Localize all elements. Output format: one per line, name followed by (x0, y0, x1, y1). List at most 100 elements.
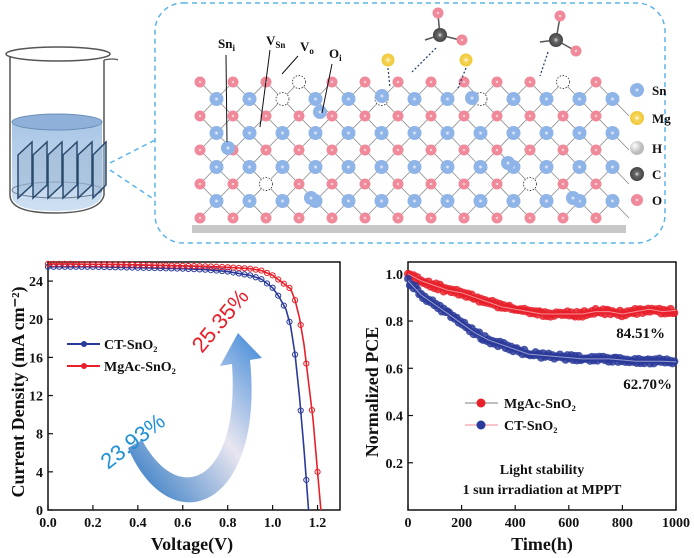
interstitial-atom (501, 156, 515, 170)
sn-atom (506, 92, 521, 106)
sn-atom (440, 126, 455, 140)
sn-atom (506, 126, 521, 140)
acetate-molecules (381, 7, 582, 89)
o-atom (326, 178, 338, 190)
jv-legend: CT-SnO₂ MgAc-SnO₂ (67, 338, 176, 375)
o-atom (590, 212, 602, 224)
o-atom (392, 110, 404, 122)
o-atom (458, 110, 470, 122)
o-atom (359, 76, 371, 88)
o-atom (392, 212, 404, 224)
sn-atom (407, 194, 422, 208)
jv-legend-mgac: MgAc-SnO₂ (104, 360, 176, 375)
x-tick-label: 0.8 (219, 516, 237, 531)
o-atom (557, 144, 569, 156)
sn-atom (506, 194, 521, 208)
o-atom (293, 144, 305, 156)
interstitial-atom (375, 89, 389, 103)
y-tick-label: 12 (29, 390, 43, 405)
beaker-illustration (5, 46, 156, 214)
sn-atom (539, 126, 554, 140)
final-ct-label: 62.70% (623, 377, 672, 393)
sn-atom (473, 126, 488, 140)
y-tick-label: 1.0 (386, 268, 404, 283)
sn-atom (341, 194, 356, 208)
jv-point (275, 292, 282, 299)
o-atom (590, 178, 602, 190)
interstitial-atom (313, 105, 327, 119)
x-tick-label: 1.0 (264, 516, 282, 531)
o-atom (425, 144, 437, 156)
o-atom (326, 212, 338, 224)
sn-atom (209, 160, 224, 174)
legend-sn: Sn (652, 83, 667, 98)
jv-point (224, 268, 231, 275)
o-atom (194, 144, 206, 156)
o-atom (524, 144, 536, 156)
annotation-line1: Light stability (500, 463, 584, 478)
sn-atom (341, 92, 356, 106)
jv-point (314, 468, 321, 475)
substrate-bar (192, 225, 626, 233)
o-atom (260, 110, 272, 122)
o-atom (458, 212, 470, 224)
o-atom (392, 144, 404, 156)
y-tick-label: 20 (29, 313, 43, 328)
annotation-line2: 1 sun irradiation at MPPT (463, 483, 622, 498)
sn-atom (209, 194, 224, 208)
jv-point (263, 280, 271, 287)
sn-atom (341, 126, 356, 140)
o-atom (359, 212, 371, 224)
o-atom (359, 144, 371, 156)
sn-atom (539, 160, 554, 174)
o-atom (491, 178, 503, 190)
o-atom (425, 178, 437, 190)
interstitial-atom (221, 141, 235, 155)
sn-atom (308, 160, 323, 174)
o-atom (260, 144, 272, 156)
jv-point (252, 266, 259, 273)
sno2-lattice (194, 75, 630, 224)
sn-atom (539, 92, 554, 106)
jv-point (247, 265, 254, 272)
o-atom (557, 178, 569, 190)
o-atom (458, 144, 470, 156)
jv-plot-frame (47, 261, 341, 511)
jv-point (286, 284, 293, 291)
y-tick-label: 0 (36, 504, 43, 519)
jv-point (291, 351, 299, 358)
stability-line-1 (407, 280, 677, 363)
o-atom (293, 178, 305, 190)
vacancy (523, 177, 537, 191)
o-atom (491, 76, 503, 88)
jv-point (258, 267, 265, 274)
jv-point (258, 276, 265, 283)
o-atom (557, 110, 569, 122)
jv-line-1 (48, 263, 322, 511)
jv-xlabel: Voltage(V) (151, 534, 233, 555)
atom-legend: Sn Mg H C O (630, 83, 671, 208)
sn-atom (572, 160, 587, 174)
sn-atom (407, 126, 422, 140)
stability-legend: MgAc-SnO₂ CT-SnO₂ (465, 397, 576, 434)
o-atom (227, 110, 239, 122)
legend-c: C (652, 167, 661, 182)
x-tick-label: 200 (451, 516, 472, 531)
sn-atom (473, 160, 488, 174)
o-atom (293, 110, 305, 122)
sn-atom (572, 92, 587, 106)
jv-point (269, 284, 276, 291)
sn-atom (572, 126, 587, 140)
vacancy (556, 75, 570, 89)
y-tick-label: 16 (29, 351, 43, 366)
x-tick-label: 0 (405, 516, 412, 531)
sn-atom (374, 194, 389, 208)
st-xlabel: Time(h) (511, 534, 573, 555)
final-mgac-label: 84.51% (616, 326, 665, 342)
v-sn-label: VSn (266, 33, 285, 50)
jv-point (280, 302, 287, 309)
c-legend-icon (630, 167, 644, 181)
o-atom (359, 178, 371, 190)
o-atom (524, 76, 536, 88)
o-atom (557, 212, 569, 224)
